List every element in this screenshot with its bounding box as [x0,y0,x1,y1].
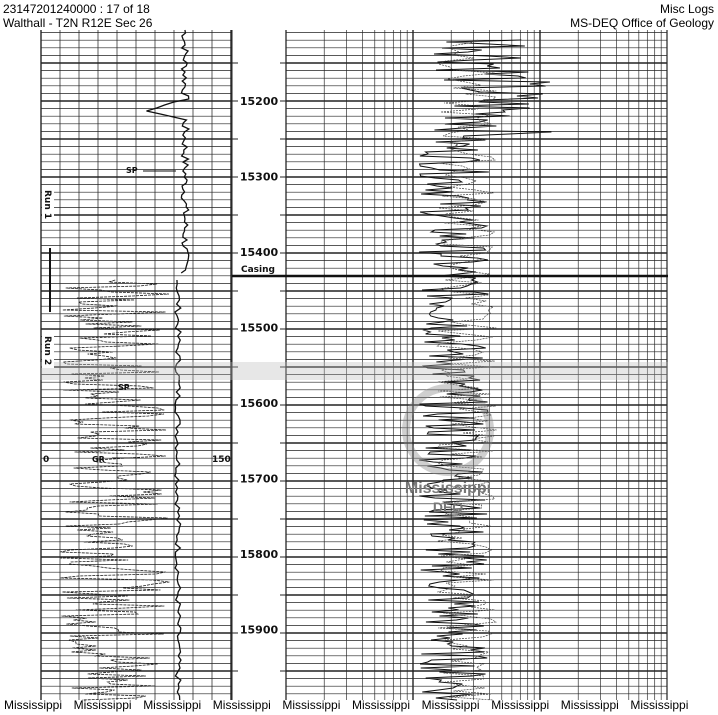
footer-label: Mississippi [560,698,619,712]
depth-track: 15200 15300 15400 15500 15600 15700 15800 15900 [240,95,279,637]
footer-label: Mississippi [352,698,411,712]
footer-label: Mississippi [282,698,341,712]
depth-label: 15300 [240,171,279,184]
sp-label-bottom: SP [118,383,130,392]
footer-label: Mississippi [73,698,132,712]
depth-label: 15600 [240,397,279,410]
gr-curve [59,279,170,701]
footer-label: Mississippi [4,698,63,712]
gr-scale-min: 0 [43,455,49,465]
log-curves [59,29,552,701]
footer-label: Mississippi [421,698,480,712]
casing-label: Casing [241,265,275,275]
gr-scale-max: 150 [212,455,231,465]
casing-label-bg [236,262,280,274]
watermark: Mississippi DEQ [402,384,494,515]
watermark-ring [402,384,494,476]
sp-label-top: SP [126,166,138,175]
watermark-line1: Mississippi [405,480,491,497]
depth-label: 15200 [240,95,279,108]
well-location: Walthall - T2N R12E Sec 26 [3,16,153,30]
run1-label: Run 1 [42,190,52,219]
scan-band [40,362,668,380]
resistivity-curve [418,39,552,701]
footer-label: Mississippi [143,698,202,712]
depth-label: 15500 [240,322,279,335]
run2-label-bg [42,332,54,368]
footer-watermark-row: Mississippi Mississippi Mississippi Mississ… [0,698,718,715]
sp-curve-run1 [146,29,191,274]
watermark-line2: DEQ [433,499,463,515]
run2-label: Run 2 [42,336,52,365]
depth-label: 15400 [240,246,279,259]
depth-label: 15800 [240,548,279,561]
agency: MS-DEQ Office of Geology [570,16,714,30]
gr-label: GR [92,455,105,464]
footer-label: Mississippi [630,698,689,712]
run1-label-bg [42,186,54,222]
depth-label: 15700 [240,473,279,486]
footer-label: Mississippi [491,698,550,712]
document-id: 23147201240000 : 17 of 18 [3,2,150,16]
sp-curve-run2 [174,279,182,701]
category: Misc Logs [659,2,714,16]
depth-label: 15900 [240,624,279,637]
footer-label: Mississippi [212,698,271,712]
